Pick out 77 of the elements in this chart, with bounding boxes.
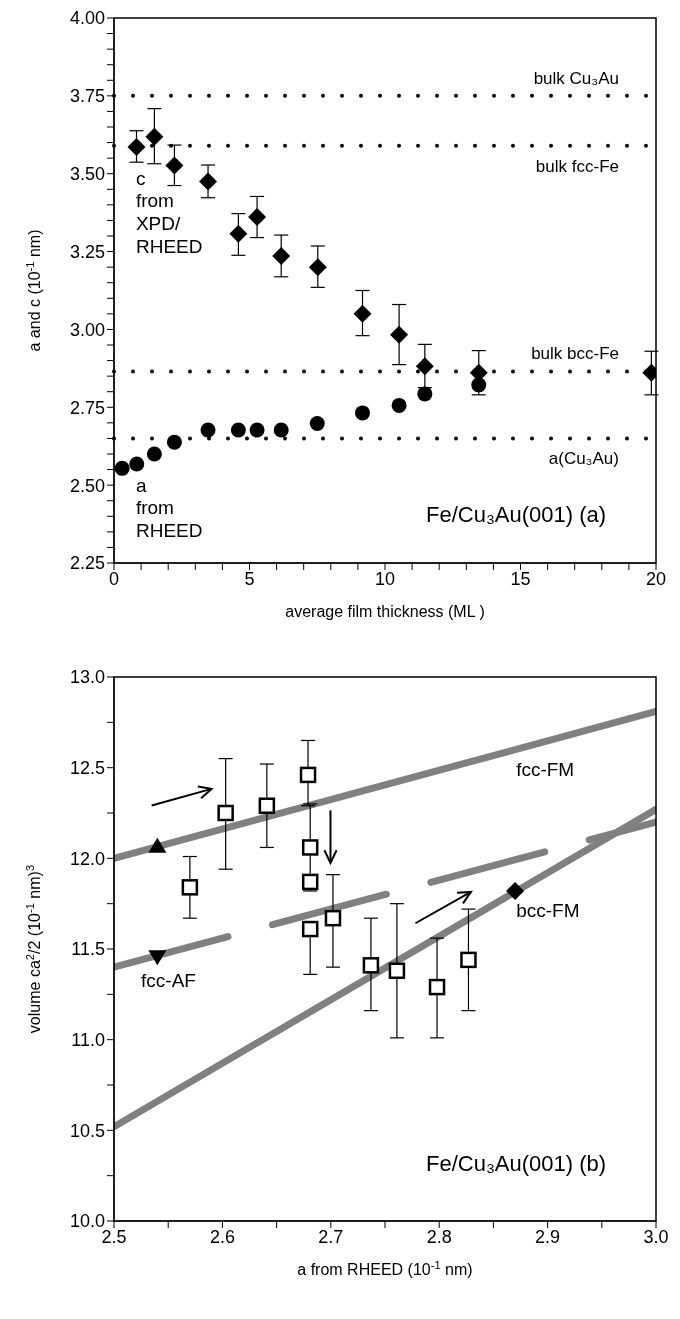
x-tick-label: 2.8 [426,1226,452,1247]
annotation: fcc-FM [516,759,575,781]
point [355,405,371,421]
point [390,325,409,344]
point [146,446,162,462]
y-tick-label: 3.75 [69,86,105,107]
point [181,879,199,896]
point [301,920,319,938]
ref-line-label: bulk fcc-Fe [535,156,619,176]
point [272,246,291,265]
point [248,208,267,226]
point [273,422,289,438]
x-tick-label: 10 [374,568,396,589]
point [299,766,317,784]
point [415,357,434,376]
y-tick-label: 2.75 [69,397,105,418]
y-tick-label: 2.50 [69,475,105,496]
point [199,172,218,191]
point [148,950,167,966]
point [471,377,487,393]
annotation: c from XPD/ RHEED [135,167,203,258]
point [200,422,216,438]
x-axis-title: a from RHEED (10$^{-1}$ nm) [297,1259,473,1278]
x-tick-label: 2.7 [318,1226,344,1247]
point [230,422,246,438]
point [258,797,276,814]
point [460,951,477,969]
ref-line-label: bulk bcc-Fe [531,344,619,364]
point [229,224,248,243]
ref-line-label: bulk Cu₃Au [533,68,619,88]
y-tick-label: 12.0 [69,848,105,869]
x-axis-title: average film thickness (ML ) [285,603,485,620]
y-tick-label: 4.00 [69,8,105,29]
annotation: a from RHEED [135,474,203,542]
y-tick-label: 3.50 [69,164,105,185]
annotation: Fe/Cu₃Au(001) (a) [426,501,607,527]
point [391,397,407,413]
point [301,873,319,891]
annotation: fcc-AF [141,970,196,992]
point [428,978,446,996]
point [145,127,164,146]
y-tick-label: 2.25 [69,553,105,574]
point [114,460,130,476]
y-tick-label: 10.5 [69,1120,105,1141]
point [309,415,325,431]
point [129,456,145,472]
y-tick-label: 3.00 [69,319,105,340]
x-tick-label: 15 [510,568,531,589]
x-tick-label: 20 [645,568,667,589]
point [217,804,234,822]
point [148,837,167,853]
ref-line-label: a(Cu₃Au) [548,449,619,469]
y-tick-label: 11.0 [71,1030,105,1051]
x-tick-label: 0 [108,568,120,589]
x-tick-label: 2.6 [209,1226,235,1247]
x-tick-label: 2.5 [101,1226,127,1247]
annotation: Fe/Cu₃Au(001) (b) [426,1151,607,1177]
point [127,137,146,156]
y-tick-label: 13.0 [69,667,105,688]
point [301,839,319,856]
y-tick-label: 11.5 [71,939,105,960]
y-tick-label: 12.5 [69,758,105,779]
point [506,881,525,900]
annotation: bcc-FM [516,900,580,922]
x-tick-label: 3.0 [643,1226,669,1247]
point [165,156,184,175]
point [166,434,182,450]
point [362,957,380,974]
point [417,386,433,402]
point [388,962,406,980]
y-tick-label: 3.25 [69,241,105,262]
point [324,909,342,927]
point [249,422,265,438]
x-tick-label: 2.9 [535,1226,561,1247]
point [308,258,327,277]
x-tick-label: 5 [244,568,255,589]
point [353,304,372,323]
